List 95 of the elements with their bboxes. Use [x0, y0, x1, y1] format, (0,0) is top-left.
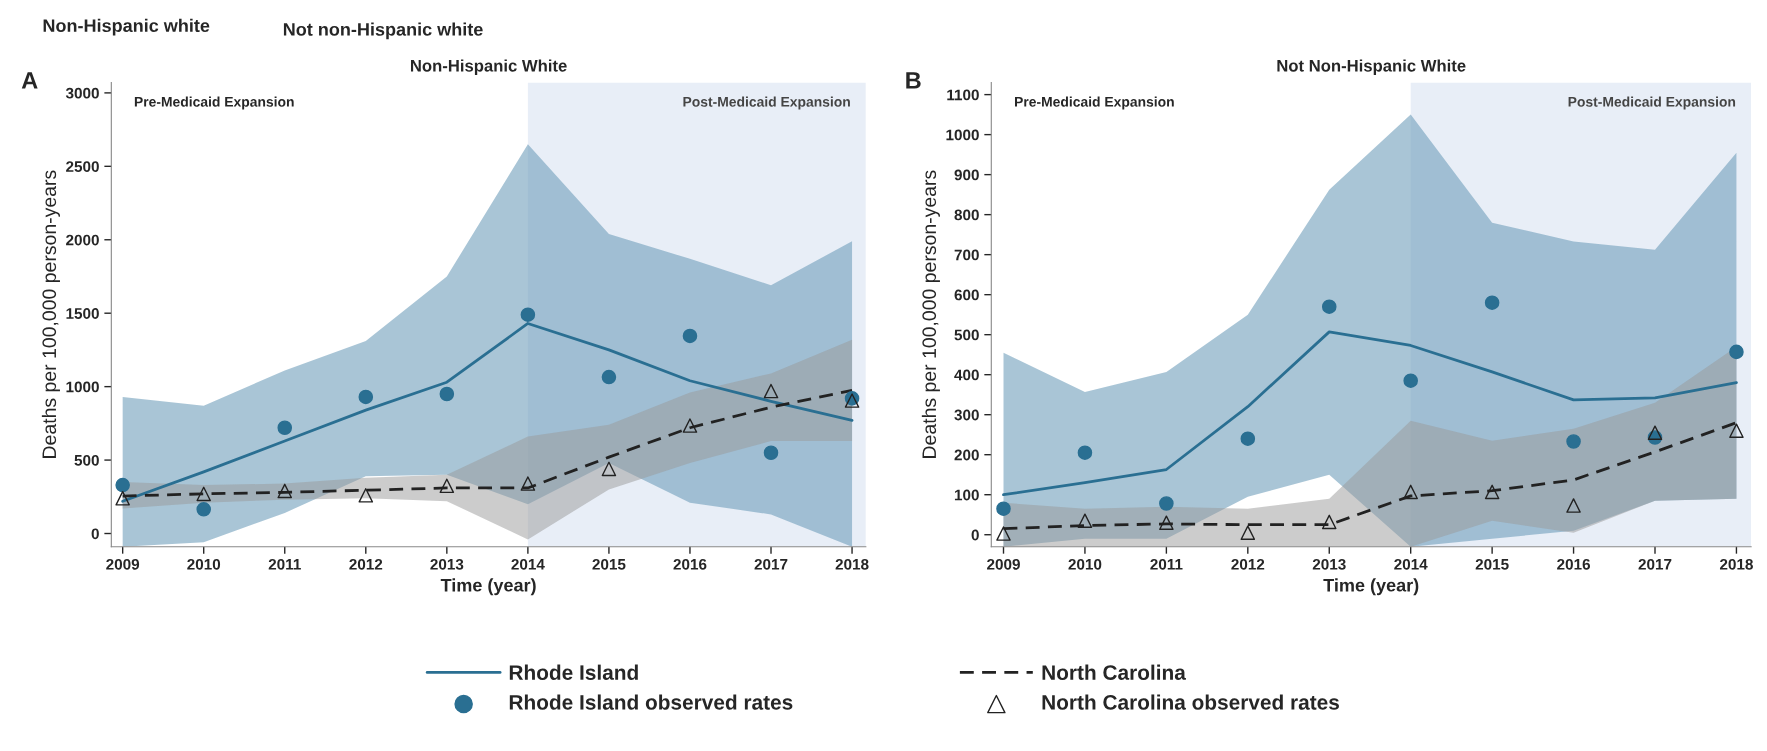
x-tick-label: 2010	[187, 558, 221, 570]
point	[1077, 445, 1093, 460]
point	[1647, 425, 1663, 440]
x-tick-label: 2009	[987, 558, 1020, 570]
point	[763, 383, 779, 399]
legend-label: Rhode Island observed rates	[509, 694, 793, 710]
y-tick-label: 300	[954, 409, 979, 421]
point	[1566, 434, 1581, 449]
point	[1403, 373, 1418, 388]
band-label: Post-Medicaid Expansion	[683, 96, 850, 110]
point	[277, 483, 293, 499]
x-tick-label: 2014	[511, 558, 545, 570]
point	[115, 477, 130, 493]
point	[1240, 525, 1256, 541]
y-tick-label: 0	[91, 528, 99, 540]
x-tick-label: 2012	[1231, 558, 1265, 570]
x-tick-label: 2011	[1150, 558, 1183, 570]
point	[1729, 423, 1744, 438]
point	[1729, 344, 1744, 360]
point	[601, 461, 617, 477]
x-axis-title: Time (year)	[1323, 578, 1419, 596]
x-tick-label: 2018	[1719, 558, 1753, 570]
x-tick-label: 2016	[1557, 558, 1591, 570]
y-tick-label: 3000	[65, 87, 99, 99]
legend-label: North Carolina	[1042, 664, 1186, 680]
point	[196, 501, 211, 517]
annotation: Pre-Medicaid Expansion	[134, 96, 294, 110]
x-tick-label: 2013	[430, 558, 464, 570]
x-tick-label: 2012	[349, 558, 383, 570]
point	[1321, 514, 1337, 530]
point	[601, 369, 617, 385]
x-tick-label: 2017	[1638, 558, 1672, 570]
point	[439, 386, 455, 402]
point	[996, 526, 1011, 541]
x-tick-label: 2010	[1068, 558, 1102, 570]
y-tick-label: 500	[74, 454, 99, 466]
x-axis-title: Time (year)	[440, 578, 536, 596]
x-tick-label: 2009	[106, 558, 140, 570]
y-tick-label: 0	[971, 529, 979, 541]
x-tick-label: 2013	[1312, 558, 1346, 570]
y-tick-label: 1500	[66, 308, 99, 319]
x-tick-label: 2015	[592, 558, 626, 570]
y-tick-label: 1000	[946, 129, 979, 141]
point	[1484, 295, 1500, 310]
point	[115, 490, 130, 506]
text: A	[21, 72, 38, 89]
point	[1403, 484, 1418, 500]
point	[1077, 513, 1093, 529]
text: B	[906, 72, 921, 89]
y-tick-label: 100	[954, 489, 979, 501]
band-label: Post-Medicaid Expansion	[1568, 96, 1736, 110]
y-tick-label: 700	[954, 249, 979, 261]
x-tick-label: 2015	[1475, 558, 1509, 570]
point	[1159, 496, 1174, 511]
point	[196, 486, 211, 502]
point	[1240, 431, 1256, 446]
y-tick-label: 2000	[66, 234, 99, 246]
point	[1321, 299, 1337, 314]
point	[1484, 484, 1500, 500]
point	[1566, 498, 1581, 513]
legend-label: Rhode Island	[509, 664, 638, 680]
y-axis-title: Deaths per 100,000 person-years	[41, 170, 60, 458]
point	[996, 501, 1011, 517]
y-tick-label: 1000	[66, 381, 99, 393]
y-tick-label: 600	[954, 289, 979, 301]
x-tick-label: 2017	[754, 558, 788, 570]
line-series	[1002, 330, 1738, 497]
point	[520, 476, 536, 491]
chart-title: Not Non-Hispanic White	[1277, 59, 1466, 75]
point	[682, 328, 698, 344]
point	[520, 307, 536, 322]
point	[358, 389, 374, 405]
y-axis-title: Deaths per 100,000 person-years	[921, 170, 940, 458]
y-tick-label: 800	[954, 209, 979, 221]
y-tick-label: 200	[954, 449, 979, 461]
x-tick-label: 2016	[673, 558, 707, 570]
x-tick-label: 2014	[1394, 558, 1428, 570]
point	[682, 418, 698, 433]
x-tick-label: 2018	[835, 558, 869, 570]
point	[763, 445, 779, 461]
point	[439, 478, 455, 494]
y-tick-label: 900	[954, 169, 979, 181]
y-tick-label: 500	[954, 329, 979, 341]
chart-title: Non-Hispanic White	[410, 59, 567, 75]
legend-label: North Carolina observed rates	[1042, 694, 1339, 710]
x-tick-label: 2011	[268, 558, 301, 570]
y-tick-label: 400	[954, 369, 979, 381]
text: Non-Hispanic white	[43, 18, 210, 36]
point	[277, 420, 293, 436]
annotation: Pre-Medicaid Expansion	[1015, 96, 1174, 110]
text: Not non-Hispanic white	[283, 22, 483, 40]
point	[1159, 515, 1174, 531]
y-tick-label: 1100	[947, 89, 979, 101]
point	[358, 488, 374, 503]
y-tick-label: 2500	[66, 161, 99, 173]
